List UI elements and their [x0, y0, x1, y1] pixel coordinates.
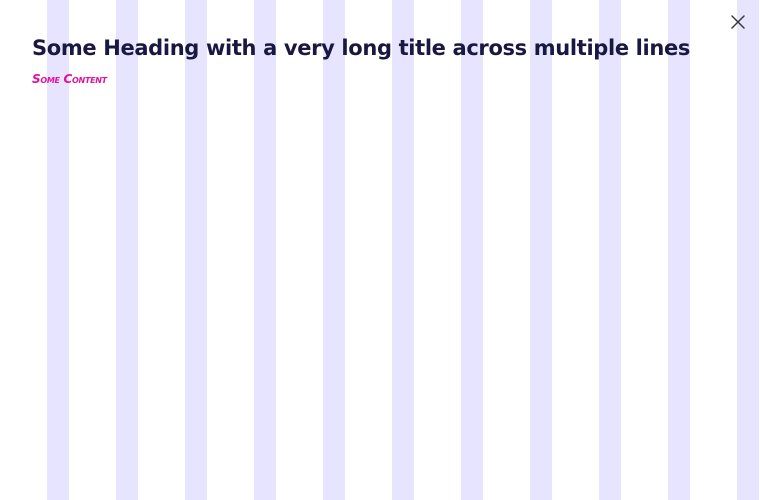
dialog-heading: Some Heading with a very long title acro…	[32, 36, 691, 60]
close-button[interactable]	[728, 12, 748, 32]
dialog-content: Some Heading with a very long title acro…	[32, 30, 700, 86]
dialog-body-text: Some Content	[32, 72, 107, 86]
close-icon	[731, 15, 745, 29]
